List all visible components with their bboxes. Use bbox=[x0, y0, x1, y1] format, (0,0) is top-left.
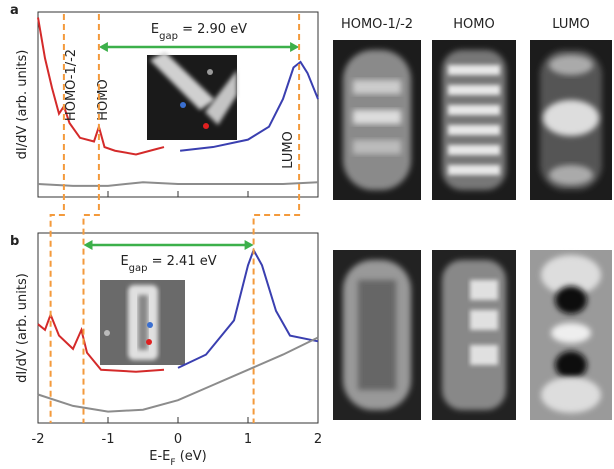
x-axis-label-part: F bbox=[170, 458, 175, 468]
x-tick-label: -1 bbox=[102, 432, 115, 447]
image-title: LUMO bbox=[552, 17, 590, 32]
arrow-head bbox=[244, 240, 254, 250]
y-axis-label: dI/dV (arb. units) bbox=[15, 50, 30, 160]
gap-label: Egap = 2.90 eV bbox=[151, 22, 247, 42]
x-axis-label-part: (eV) bbox=[176, 449, 207, 464]
peak-dashed-line bbox=[49, 14, 65, 423]
peak-label: LUMO bbox=[281, 131, 296, 169]
gap-label-part: = 2.90 eV bbox=[178, 22, 247, 37]
arrow-head bbox=[290, 42, 300, 52]
spectrum-line bbox=[37, 311, 165, 373]
gap-label-part: = 2.41 eV bbox=[148, 254, 217, 269]
panel-label: a bbox=[10, 3, 19, 18]
spectrum-line bbox=[179, 60, 319, 152]
image-title: HOMO bbox=[453, 17, 494, 32]
x-tick-label: 1 bbox=[244, 432, 252, 447]
gap-label-part: E bbox=[120, 254, 128, 269]
arrow-head bbox=[83, 240, 93, 250]
gap-label: Egap = 2.41 eV bbox=[120, 254, 216, 274]
arrow-head bbox=[98, 42, 108, 52]
gap-label-part: gap bbox=[159, 31, 178, 42]
peak-dashed-line bbox=[252, 14, 301, 423]
image-title: HOMO-1/-2 bbox=[341, 17, 413, 32]
orbital-images bbox=[333, 40, 612, 420]
peak-label: HOMO-1/-2 bbox=[64, 49, 79, 121]
gap-label-part: gap bbox=[129, 263, 148, 274]
x-tick-label: 0 bbox=[174, 432, 182, 447]
x-tick-label: -2 bbox=[32, 432, 45, 447]
peak-dashed-line bbox=[82, 14, 100, 423]
panel-label: b bbox=[10, 234, 19, 249]
x-axis-label-part: E-E bbox=[149, 449, 170, 464]
y-axis-label: dI/dV (arb. units) bbox=[15, 273, 30, 383]
spectrum-line bbox=[37, 17, 165, 156]
x-tick-label: 2 bbox=[314, 432, 322, 447]
spectrum-line bbox=[37, 336, 319, 413]
stm-inset bbox=[100, 280, 185, 365]
gap-label-part: E bbox=[151, 22, 159, 37]
x-axis-label: E-EF (eV) bbox=[149, 449, 206, 468]
spectrum-line bbox=[37, 181, 319, 187]
stm-inset bbox=[147, 52, 237, 140]
